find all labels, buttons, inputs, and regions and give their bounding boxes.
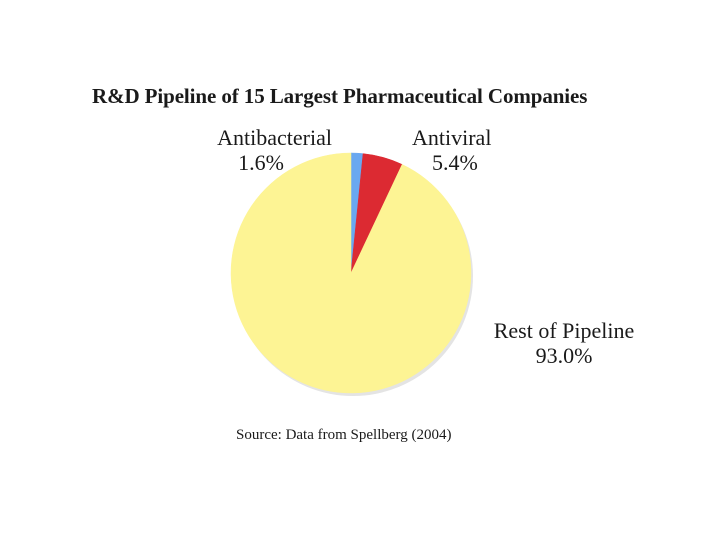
slice-label-rest-of-pipeline-name: Rest of Pipeline <box>493 318 635 343</box>
slice-label-rest-of-pipeline: Rest of Pipeline 93.0% <box>484 318 644 368</box>
slice-label-antiviral: Antiviral 5.4% <box>412 125 502 175</box>
slice-label-antibacterial-name: Antibacterial <box>217 125 332 150</box>
chart-source-note: Source: Data from Spellberg (2004) <box>236 427 452 443</box>
chart-title: R&D Pipeline of 15 Largest Pharmaceutica… <box>92 84 588 108</box>
slice-label-antiviral-name: Antiviral <box>412 125 492 150</box>
slice-label-antibacterial: Antibacterial 1.6% <box>200 125 332 175</box>
pie-slice-rest-of-pipeline <box>230 152 472 394</box>
slice-label-antiviral-value: 5.4% <box>432 150 478 175</box>
slice-label-antibacterial-value: 1.6% <box>238 150 284 175</box>
slice-label-rest-of-pipeline-value: 93.0% <box>535 343 593 368</box>
